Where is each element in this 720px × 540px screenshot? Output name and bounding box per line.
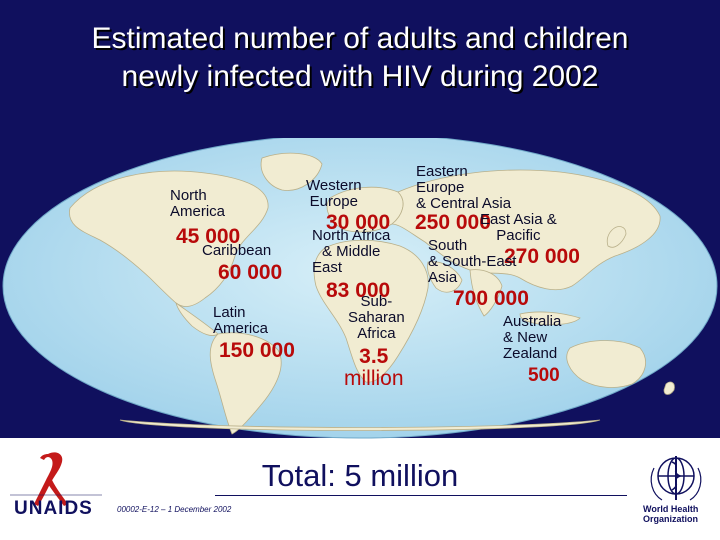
land-central-america (175, 302, 219, 336)
region-label-east-asia-pacific: East Asia & Pacific (480, 212, 557, 244)
land-asia (390, 169, 661, 291)
value-australia-new-zealand: 500 (528, 365, 560, 386)
label-line: Pacific (496, 227, 541, 244)
label-line: & New (503, 329, 548, 346)
land-antarctica (119, 419, 601, 431)
land-south-america (209, 332, 282, 435)
region-label-eastern-europe-central-asia: Eastern Europe & Central Asia (416, 164, 511, 212)
label-line: Zealand (503, 345, 558, 362)
land-japan (606, 226, 627, 248)
label-line: East Asia & (480, 211, 557, 228)
land-arabia (427, 261, 463, 293)
slide-title: Estimated number of adults and children … (0, 20, 720, 96)
land-greenland (260, 152, 323, 191)
label-line: Sub- (360, 293, 393, 310)
land-india (469, 269, 503, 317)
who-logo (650, 456, 702, 501)
red-ribbon-icon (34, 452, 68, 506)
slide-code: 00002-E-12 – 1 December 2002 (117, 505, 232, 514)
label-line: North (170, 187, 207, 204)
value-western-europe: 30 000 (326, 211, 391, 234)
label-line: Asia (428, 269, 458, 286)
value-caribbean: 60 000 (218, 261, 283, 284)
label-line: South (428, 237, 468, 254)
total-label: Total: 5 million (261, 458, 459, 493)
label-line: Latin (213, 304, 246, 321)
land-indonesia (519, 311, 581, 326)
label-line: & South-East (428, 253, 517, 270)
unaids-wordmark: UNAIDS (14, 498, 93, 519)
label-line: & Middle (322, 243, 381, 260)
who-emblem-icon (650, 456, 702, 501)
region-label-latin-america: Latin America (213, 305, 268, 337)
value-line: 3.5 (359, 345, 389, 368)
who-line: World Health (643, 504, 699, 514)
label-line: Western (306, 177, 362, 194)
land-new-zealand (663, 381, 675, 395)
region-label-caribbean: Caribbean (202, 243, 271, 259)
value-south-southeast-asia: 700 000 (453, 287, 529, 310)
label-line: Africa (357, 325, 396, 342)
label-line: Australia (503, 313, 562, 330)
land-africa (313, 239, 429, 383)
region-label-north-america: North America (170, 188, 225, 220)
label-line: & Central Asia (416, 195, 512, 212)
who-wordmark: World Health Organization (643, 504, 698, 524)
label-line: Caribbean (202, 242, 272, 259)
region-label-australia-new-zealand: Australia & New Zealand (503, 314, 561, 362)
label-line: Europe (416, 179, 465, 196)
land-north-america (69, 170, 269, 308)
label-line: East (312, 259, 343, 276)
value-east-asia-pacific: 270 000 (504, 245, 580, 268)
unaids-logo (10, 452, 102, 506)
label-line: America (170, 203, 226, 220)
region-label-south-southeast-asia: South & South-East Asia (428, 238, 516, 286)
label-line: America (213, 320, 269, 337)
region-label-western-europe: Western Europe (306, 178, 362, 210)
value-north-america: 45 000 (176, 225, 241, 248)
title-line-1: Estimated number of adults and children (91, 22, 629, 55)
world-map (2, 138, 718, 439)
label-line: Europe (309, 193, 358, 210)
title-line-2: newly infected with HIV during 2002 (121, 60, 599, 93)
land-australia (566, 340, 646, 388)
value-latin-america: 150 000 (219, 339, 295, 362)
who-line: Organization (643, 514, 699, 524)
value-sub-saharan-africa: 3.5 million (344, 346, 404, 390)
label-line: Saharan (348, 309, 405, 326)
region-label-sub-saharan-africa: Sub- Saharan Africa (348, 294, 405, 342)
value-line: million (344, 367, 404, 390)
region-label-north-africa-middle-east: North Africa & Middle East (312, 228, 390, 276)
label-line: Eastern (416, 163, 468, 180)
label-line: North Africa (312, 227, 391, 244)
value-eastern-europe-central-asia: 250 000 (415, 211, 491, 234)
value-north-africa-middle-east: 83 000 (326, 279, 391, 302)
footer-divider (215, 495, 627, 496)
